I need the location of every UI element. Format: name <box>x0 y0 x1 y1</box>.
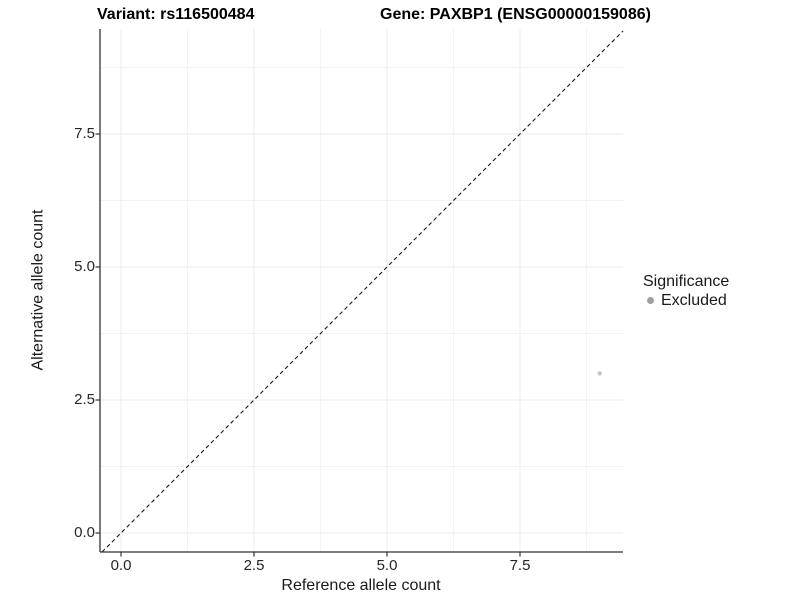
plot-title-gene: Gene: PAXBP1 (ENSG00000159086) <box>380 6 651 23</box>
y-tick-label-1: 2.5 <box>74 391 95 408</box>
x-tick-label-0: 0.0 <box>110 557 132 574</box>
legend-entry-excluded: Excluded <box>643 291 729 310</box>
legend-title: Significance <box>643 273 730 290</box>
y-tick-label-0: 0.0 <box>74 524 95 541</box>
plot-title-variant: Variant: rs116500484 <box>97 6 255 23</box>
x-axis-title: Reference allele count <box>281 577 441 594</box>
x-tick-label-3: 7.5 <box>509 557 531 574</box>
y-tick-label-2: 5.0 <box>74 258 95 275</box>
x-tick-label-2: 5.0 <box>376 557 398 574</box>
y-tick-label-3: 7.5 <box>74 125 95 142</box>
x-tick-label-1: 2.5 <box>243 557 265 574</box>
data-point <box>597 371 602 376</box>
identity-line <box>101 30 624 553</box>
legend: Significance Excluded <box>643 272 729 310</box>
legend-point-icon <box>647 297 654 304</box>
y-axis-title: Alternative allele count <box>29 209 47 371</box>
legend-entry-label: Excluded <box>661 292 727 309</box>
